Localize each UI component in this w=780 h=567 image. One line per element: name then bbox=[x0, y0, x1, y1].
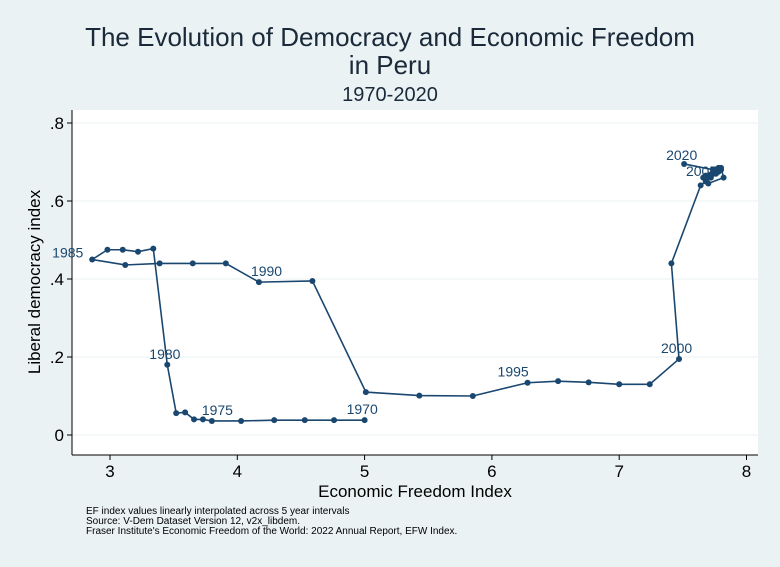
data-point-1990 bbox=[255, 279, 262, 286]
data-point-2001 bbox=[668, 260, 675, 267]
x-axis-label: Economic Freedom Index bbox=[318, 482, 512, 501]
note-1: EF index values linearly interpolated ac… bbox=[86, 506, 350, 517]
notes: EF index values linearly interpolated ac… bbox=[86, 507, 457, 537]
point-label-1995: 1995 bbox=[498, 364, 529, 380]
data-point-1988 bbox=[189, 260, 196, 267]
note-3: Fraser Institute's Economic Freedom of t… bbox=[86, 526, 458, 537]
data-point-1980 bbox=[164, 361, 171, 368]
chart-title-line2: in Peru bbox=[348, 50, 432, 80]
x-tick-label: 6 bbox=[487, 462, 496, 481]
y-axis-label: Liberal democracy index bbox=[25, 189, 44, 374]
data-point-1971 bbox=[331, 417, 338, 424]
data-point-2007 bbox=[720, 174, 727, 181]
data-point-2008 bbox=[705, 180, 712, 187]
data-point-1981 bbox=[150, 245, 157, 252]
data-point-1996 bbox=[555, 378, 562, 385]
data-point-1972 bbox=[301, 417, 308, 424]
point-label-1975: 1975 bbox=[202, 402, 233, 418]
data-point-2002 bbox=[697, 182, 704, 189]
data-point-1994 bbox=[469, 393, 476, 399]
x-tick-label: 3 bbox=[105, 462, 114, 481]
data-point-1973 bbox=[271, 417, 278, 424]
y-tick-label: .8 bbox=[50, 114, 64, 133]
x-tick-label: 8 bbox=[742, 462, 751, 481]
data-point-1977 bbox=[191, 416, 198, 423]
note-2: Source: V-Dem Dataset Version 12, v2x_li… bbox=[86, 516, 300, 527]
data-point-1983 bbox=[119, 246, 126, 253]
data-point-1997 bbox=[585, 379, 592, 386]
point-label-2000: 2000 bbox=[661, 340, 692, 356]
y-tick-label: .6 bbox=[50, 192, 64, 211]
data-point-1976 bbox=[199, 416, 206, 423]
data-point-2016 bbox=[702, 172, 709, 179]
data-point-1979 bbox=[173, 410, 180, 417]
x-tick-label: 7 bbox=[614, 462, 623, 481]
data-point-1992 bbox=[362, 389, 369, 396]
plot-area bbox=[72, 110, 758, 455]
data-point-1974 bbox=[238, 417, 245, 424]
data-point-1970 bbox=[361, 417, 368, 424]
point-label-1980: 1980 bbox=[149, 346, 180, 362]
data-point-1982 bbox=[135, 248, 142, 255]
chart-subtitle: 1970-2020 bbox=[342, 84, 438, 106]
data-point-1987 bbox=[156, 260, 163, 267]
data-point-1998 bbox=[616, 381, 623, 388]
data-point-2020 bbox=[681, 160, 688, 167]
x-tick-label: 4 bbox=[233, 462, 242, 481]
data-point-1989 bbox=[222, 260, 229, 267]
data-point-1985 bbox=[89, 256, 96, 263]
data-point-1993 bbox=[416, 392, 423, 399]
data-point-1975 bbox=[208, 417, 215, 424]
data-point-1999 bbox=[646, 381, 653, 388]
point-label-1985: 1985 bbox=[52, 245, 83, 261]
data-point-2019 bbox=[710, 166, 717, 173]
y-tick-label: .2 bbox=[50, 348, 64, 367]
data-point-1984 bbox=[104, 246, 111, 253]
x-tick-label: 5 bbox=[360, 462, 369, 481]
point-label-1990: 1990 bbox=[251, 263, 282, 279]
data-point-2018 bbox=[715, 164, 722, 171]
point-label-2020: 2020 bbox=[666, 147, 697, 163]
y-tick-label: .4 bbox=[50, 270, 64, 289]
chart-title-line1: The Evolution of Democracy and Economic … bbox=[85, 22, 695, 52]
data-point-1991 bbox=[309, 277, 316, 284]
point-label-1970: 1970 bbox=[347, 401, 378, 417]
data-point-1995 bbox=[524, 379, 531, 386]
y-tick-label: 0 bbox=[55, 426, 64, 445]
data-point-1986 bbox=[122, 261, 129, 268]
data-point-2000 bbox=[676, 355, 683, 362]
data-point-1978 bbox=[182, 409, 189, 416]
